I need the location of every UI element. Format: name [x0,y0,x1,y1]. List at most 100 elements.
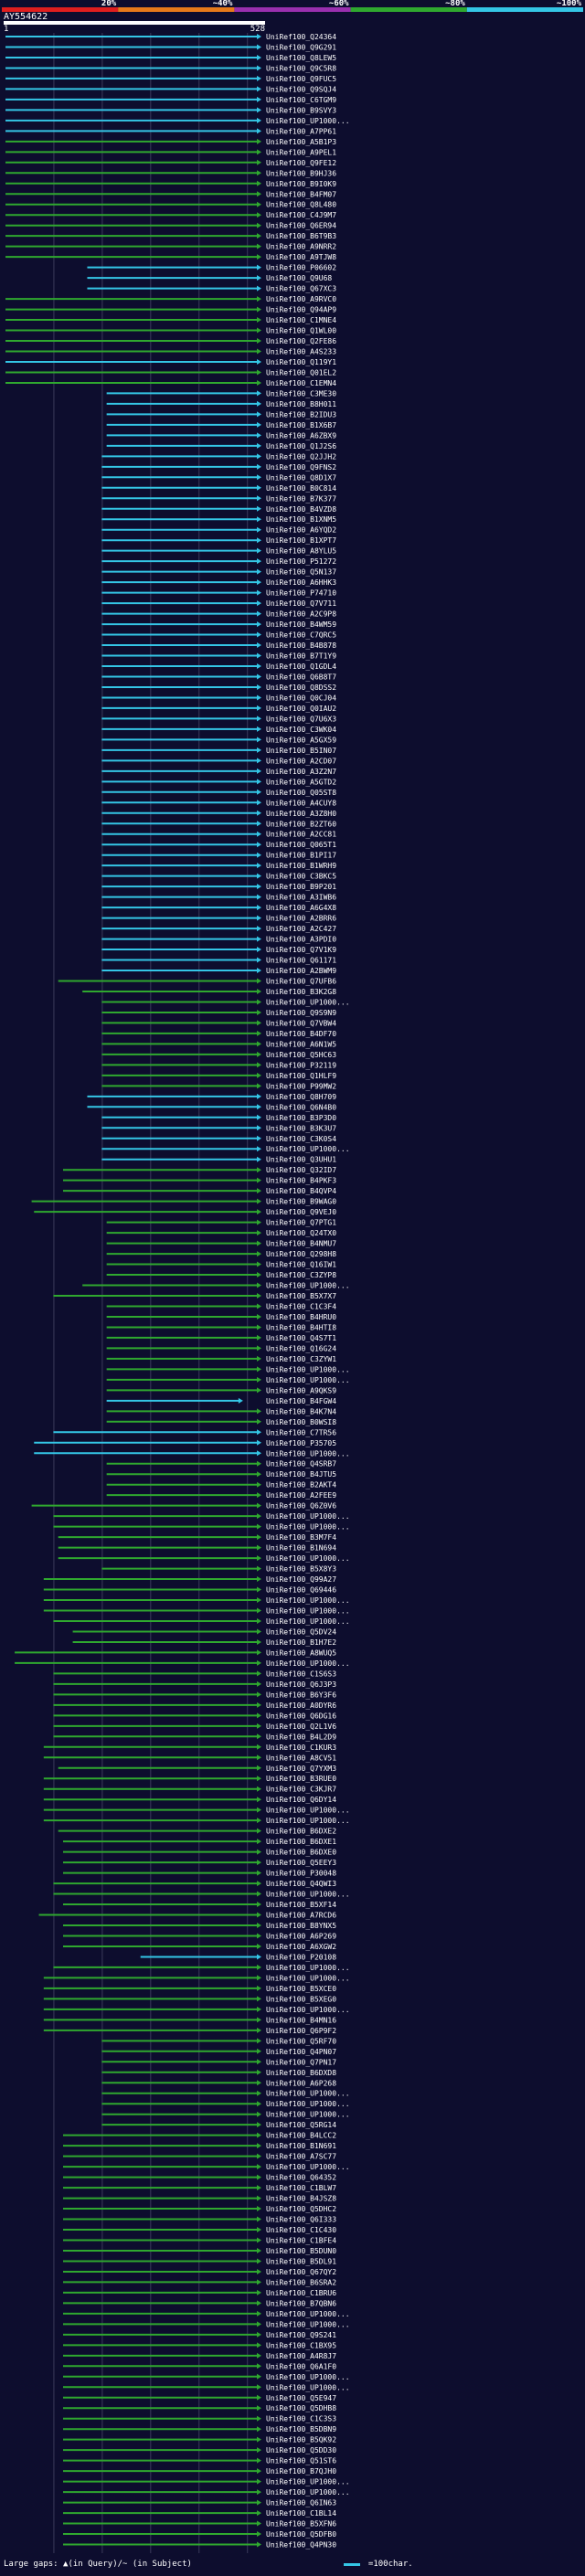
hit-arrow [257,1041,261,1047]
hit-label: UniRef100_Q5RF70 [266,2037,336,2045]
hit-arrow [257,159,261,165]
hit-label: UniRef100_A8YLU5 [266,547,336,556]
hit-arrow [257,1051,261,1057]
hit-arrow [257,1104,261,1110]
hit-label: UniRef100_UP1000... [266,1607,350,1616]
hit-label: UniRef100_Q7PN17 [266,2058,336,2066]
hit-arrow [257,726,261,732]
hit-label: UniRef100_A6XGW2 [266,1943,336,1951]
hit-label: UniRef100_B9HJ36 [266,169,336,177]
hit-arrow [257,96,261,102]
hit-label: UniRef100_B9SVY3 [266,106,336,114]
hit-label: UniRef100_C1BLW7 [266,2184,336,2192]
hit-label: UniRef100_B1X6B7 [266,421,336,429]
hit-arrow [257,1659,261,1666]
hit-label: UniRef100_B4VZD8 [266,505,336,514]
hit-label: UniRef100_C1C3S3 [266,2415,336,2423]
identity-scale-tick: ~40% [213,0,233,8]
hit-label: UniRef100_Q2FE86 [266,337,336,345]
query-start-label: 1 [4,25,8,34]
hit-label: UniRef100_Q6A1F0 [266,2362,336,2370]
hit-label: UniRef100_Q6B8T7 [266,673,336,681]
hit-arrow [257,463,261,470]
hit-label: UniRef100_C1S6S3 [266,1670,336,1678]
hit-label: UniRef100_UP1000... [266,2100,350,2108]
hit-arrow [257,652,261,659]
hit-arrow [257,2478,261,2485]
hit-arrow [257,1860,261,1866]
hit-label: UniRef100_B1WRH9 [266,862,336,870]
hit-arrow [257,747,261,753]
hit-label: UniRef100_Q6I333 [266,2216,336,2224]
hit-label: UniRef100_C1C430 [266,2226,336,2234]
hit-arrow [257,1670,261,1677]
hit-arrow [257,306,261,313]
identity-scale-tick: ~80% [445,0,465,8]
hit-label: UniRef100_A5B1P3 [266,138,336,146]
hit-label: UniRef100_Q8L480 [266,201,336,209]
hit-label: UniRef100_UP1000... [266,1964,350,1972]
hit-label: UniRef100_B1N691 [266,2142,336,2150]
hit-label: UniRef100_Q119Y1 [266,358,336,366]
hit-arrow [257,2436,261,2443]
hit-label: UniRef100_C3ME30 [266,389,336,398]
hit-arrow [257,2153,261,2159]
hit-label: UniRef100_UP1000... [266,2163,350,2171]
hit-arrow [257,547,261,554]
hit-arrow [257,2531,261,2538]
hit-label: UniRef100_Q8H709 [266,1093,336,1101]
hit-arrow [257,2027,261,2033]
hit-arrow [257,2164,261,2170]
hit-arrow [257,789,261,795]
hit-arrow [257,863,261,869]
hit-arrow [257,1272,261,1278]
hit-label: UniRef100_Q4PN07 [266,2048,336,2056]
hit-label: UniRef100_Q9S241 [266,2331,336,2339]
hit-label: UniRef100_A7RCD6 [266,1912,336,1920]
hit-label: UniRef100_Q7UFB6 [266,978,336,986]
hit-label: UniRef100_Q16IW1 [266,1261,336,1269]
hit-label: UniRef100_Q1HLF9 [266,1072,336,1080]
identity-scale-segment [234,7,351,12]
hit-arrow [257,2048,261,2054]
hit-label: UniRef100_Q61171 [266,957,336,965]
hit-arrow [257,484,261,491]
hit-arrow [257,2499,261,2506]
hit-arrow [257,936,261,942]
hit-label: UniRef100_UP1000... [266,1554,350,1563]
hit-arrow [257,988,261,994]
hit-label: UniRef100_Q7V1K9 [266,946,336,954]
hit-label: UniRef100_UP1000... [266,2090,350,2098]
hit-arrow [257,642,261,649]
hit-arrow [257,1062,261,1068]
hit-arrow [257,2258,261,2264]
hit-label: UniRef100_B4HRU0 [266,1313,336,1321]
identity-scale-tick: ~60% [329,0,349,8]
hit-arrow [257,327,261,334]
hit-label: UniRef100_A3Z8H0 [266,810,336,818]
hit-label: UniRef100_B3RUE0 [266,1775,336,1783]
hit-arrow [257,2457,261,2464]
hit-arrow [257,2415,261,2422]
hit-label: UniRef100_UP1000... [266,2488,350,2496]
hit-arrow [257,884,261,890]
identity-scale-segment [350,7,467,12]
hit-arrow [257,568,261,575]
hit-arrow [257,2080,261,2086]
hit-arrow [257,2352,261,2359]
hit-label: UniRef100_Q5DD30 [266,2446,336,2454]
hit-arrow [257,2216,261,2222]
hit-label: UniRef100_B5XEG0 [266,1995,336,2003]
hit-label: UniRef100_P30048 [266,1870,336,1878]
hit-arrow [257,1450,261,1457]
hit-label: UniRef100_C1BX95 [266,2341,336,2349]
hit-arrow [257,1376,261,1383]
hit-label: UniRef100_Q24364 [266,33,336,41]
hit-arrow [257,1649,261,1656]
hit-arrow [257,1345,261,1352]
hit-arrow [257,2331,261,2337]
hit-arrow [257,1534,261,1541]
hit-arrow [257,779,261,785]
hit-label: UniRef100_B1PI17 [266,852,336,860]
hit-arrow [257,2111,261,2117]
